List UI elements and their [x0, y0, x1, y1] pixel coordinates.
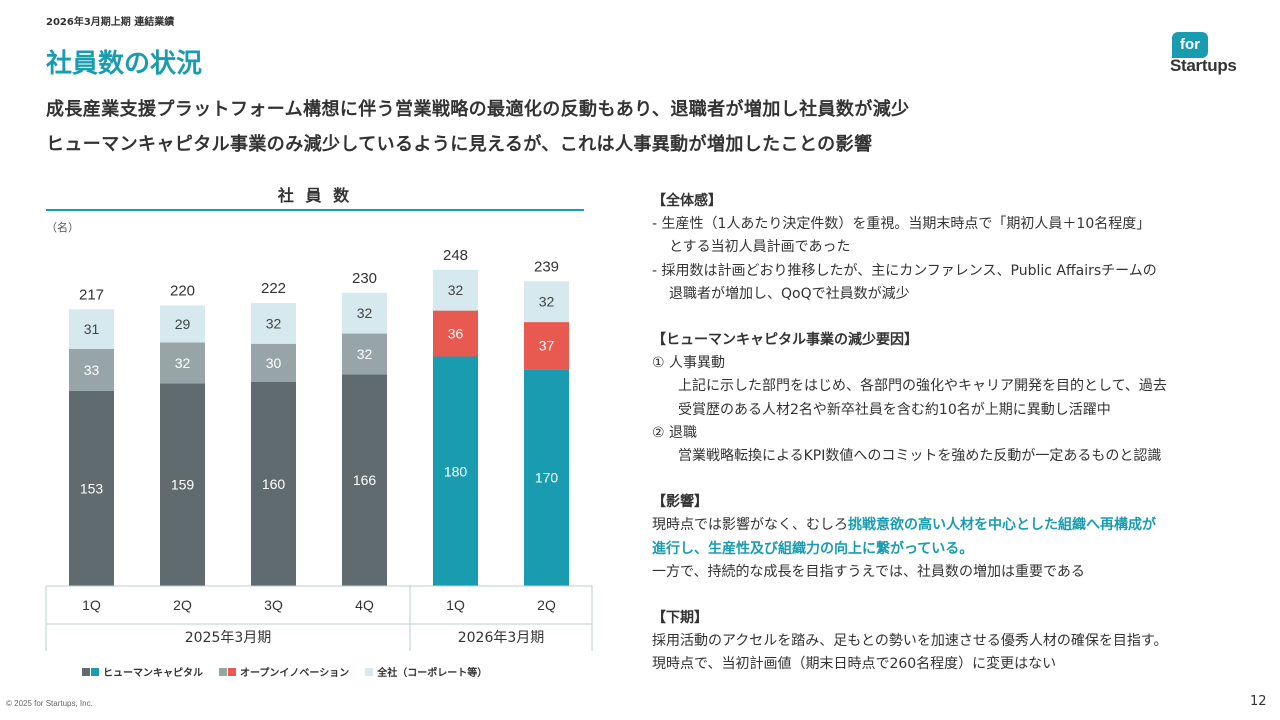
commentary-panel: 【全体感】 - 生産性（1人あたり決定件数）を重視。当期末時点で「期初人員＋10… [652, 190, 1252, 677]
category-label-6: 2Q [537, 597, 556, 613]
data-label-oi-5: 36 [448, 326, 464, 342]
category-label-3: 3Q [264, 597, 283, 613]
bar-segment-oi-6 [524, 322, 569, 370]
notes-impact-highlight-2: 進行し、生産性及び組織力の向上に繋がっている。 [652, 540, 974, 557]
data-label-oi-1: 33 [84, 362, 100, 378]
legend-swatch-oi-current [228, 667, 236, 676]
total-label-6: 239 [534, 258, 559, 275]
notes-impact-line1: 現時点では影響がなく、むしろ挑戦意欲の高い人材を中心とした組織へ再構成が [652, 514, 1252, 537]
total-label-4: 230 [352, 270, 377, 287]
legend-swatch-corporate [365, 667, 374, 676]
period-label-2: 2026年3月期 [458, 630, 545, 646]
bar-segment-hc-6 [524, 369, 569, 586]
bar-segment-hc-1 [69, 390, 114, 586]
notes-overall-item1-line1: - 生産性（1人あたり決定件数）を重視。当期末時点で「期初人員＋10名程度」 [652, 216, 1151, 233]
data-label-hc-1: 153 [80, 480, 104, 496]
bar-segment-hc-5 [433, 356, 478, 586]
legend-swatch-hc-current [91, 667, 99, 676]
legend-item-open-innovation: オープンイノベーション [219, 664, 349, 679]
data-label-oi-3: 30 [266, 355, 282, 371]
data-label-hc-3: 160 [262, 476, 286, 492]
chart-legend: ヒューマンキャピタル オープンイノベーション 全社（コーポレート等） [82, 664, 503, 679]
chart-title-rule [46, 209, 584, 211]
category-label-1: 1Q [82, 597, 101, 613]
breadcrumb: 2026年3月期上期 連結業績 [46, 17, 175, 28]
total-label-5: 248 [443, 247, 468, 264]
notes-hc-item1-line2: 受賞歴のある人材2名や新卒社員を含む約10名が上期に異動し活躍中 [678, 401, 1111, 418]
notes-impact-line1-text: 現時点では影響がなく、むしろ [652, 517, 848, 534]
data-label-oi-6: 37 [539, 338, 555, 354]
notes-impact-heading: 【影響】 [652, 494, 708, 511]
data-label-corp-5: 32 [448, 282, 464, 298]
bar-segment-hc-3 [251, 382, 296, 586]
category-label-4: 4Q [355, 597, 374, 613]
notes-overall-item2-line1: - 採用数は計画どおり推移したが、主にカンファレンス、Public Affair… [652, 262, 1157, 279]
data-label-hc-6: 170 [535, 470, 559, 486]
data-label-corp-4: 32 [357, 305, 373, 321]
bar-segment-hc-4 [342, 374, 387, 586]
data-label-hc-4: 166 [353, 472, 377, 488]
total-label-1: 217 [79, 286, 104, 303]
notes-overall-heading: 【全体感】 [652, 193, 722, 209]
bar-segment-corp-3 [251, 302, 296, 344]
total-label-2: 220 [170, 283, 195, 300]
period-label-1: 2025年3月期 [185, 630, 272, 646]
data-label-corp-6: 32 [539, 294, 555, 310]
bar-segment-oi-4 [342, 333, 387, 375]
bar-segment-hc-2 [160, 383, 205, 586]
notes-h2-heading: 【下期】 [652, 610, 708, 627]
notes-h2-line1: 採用活動のアクセルを踏み、足もとの勢いを加速させる優秀人材の確保を目指す。 [652, 633, 1168, 650]
category-label-2: 2Q [173, 597, 192, 613]
notes-hc-item2-line1: 営業戦略転換によるKPI数値へのコミットを強めた反動が一定あるものと認識 [678, 448, 1162, 465]
data-label-corp-3: 32 [266, 315, 282, 331]
category-label-5: 1Q [446, 597, 465, 613]
bar-segment-corp-4 [342, 292, 387, 334]
page-title: 社員数の状況 [46, 49, 203, 79]
headline-line-1: 成長産業支援プラットフォーム構想に伴う営業戦略の最適化の反動もあり、退職者が増加… [46, 99, 910, 120]
legend-label-open-innovation: オープンイノベーション [240, 668, 350, 679]
bar-segment-oi-5 [433, 310, 478, 357]
legend-label-corporate: 全社（コーポレート等） [377, 668, 488, 679]
bar-segment-corp-2 [160, 305, 205, 343]
legend-label-human-capital: ヒューマンキャピタル [103, 668, 203, 679]
data-label-corp-2: 29 [175, 316, 191, 332]
notes-hc-item1-title: ① 人事異動 [652, 355, 726, 372]
legend-item-corporate: 全社（コーポレート等） [365, 664, 487, 679]
data-label-hc-2: 159 [171, 477, 195, 493]
legend-item-human-capital: ヒューマンキャピタル [82, 664, 203, 679]
bar-segment-corp-6 [524, 281, 569, 323]
notes-impact-highlight-1: 挑戦意欲の高い人材を中心とした組織へ再構成が [848, 517, 1156, 534]
data-label-oi-2: 32 [175, 355, 191, 371]
headline-line-2: ヒューマンキャピタル事業のみ減少しているように見えるが、これは人事異動が増加した… [46, 134, 873, 155]
data-label-hc-5: 180 [444, 463, 468, 479]
legend-swatch-oi-past [219, 667, 227, 676]
logo-wordmark: Startups [1170, 56, 1237, 75]
bar-segment-oi-1 [69, 348, 114, 391]
company-logo: for Startups [1170, 32, 1252, 80]
notes-hc-item1-line1: 上記に示した部門をはじめ、各部門の強化やキャリア開発を目的として、過去 [678, 378, 1167, 395]
bar-segment-corp-5 [433, 269, 478, 311]
chart-title: 社 員 数 [277, 186, 353, 205]
copyright: © 2025 for Startups, Inc. [6, 699, 93, 708]
data-label-oi-4: 32 [357, 346, 373, 362]
notes-overall-item1-line2: とする当初人員計画であった [669, 239, 851, 256]
notes-hc-heading: 【ヒューマンキャピタル事業の減少要因】 [652, 332, 918, 349]
bar-segment-oi-3 [251, 343, 296, 382]
notes-hc-item2-title: ② 退職 [652, 424, 698, 441]
notes-impact-line3: 一方で、持続的な成長を目指すうえでは、社員数の増加は重要である [652, 563, 1085, 580]
logo-for-mark: for [1172, 32, 1208, 58]
notes-h2-line2: 現時点で、当初計画値（期末日時点で260名程度）に変更はない [652, 656, 1057, 673]
total-label-3: 222 [261, 280, 286, 297]
bar-segment-corp-1 [69, 309, 114, 349]
legend-swatch-hc-past [82, 667, 90, 676]
notes-overall-item2-line2: 退職者が増加し、QoQで社員数が減少 [669, 285, 910, 302]
bar-segment-oi-2 [160, 342, 205, 384]
chart-unit-label: （名） [46, 221, 79, 234]
data-label-corp-1: 31 [84, 321, 100, 337]
page-number: 12 [1250, 694, 1267, 709]
